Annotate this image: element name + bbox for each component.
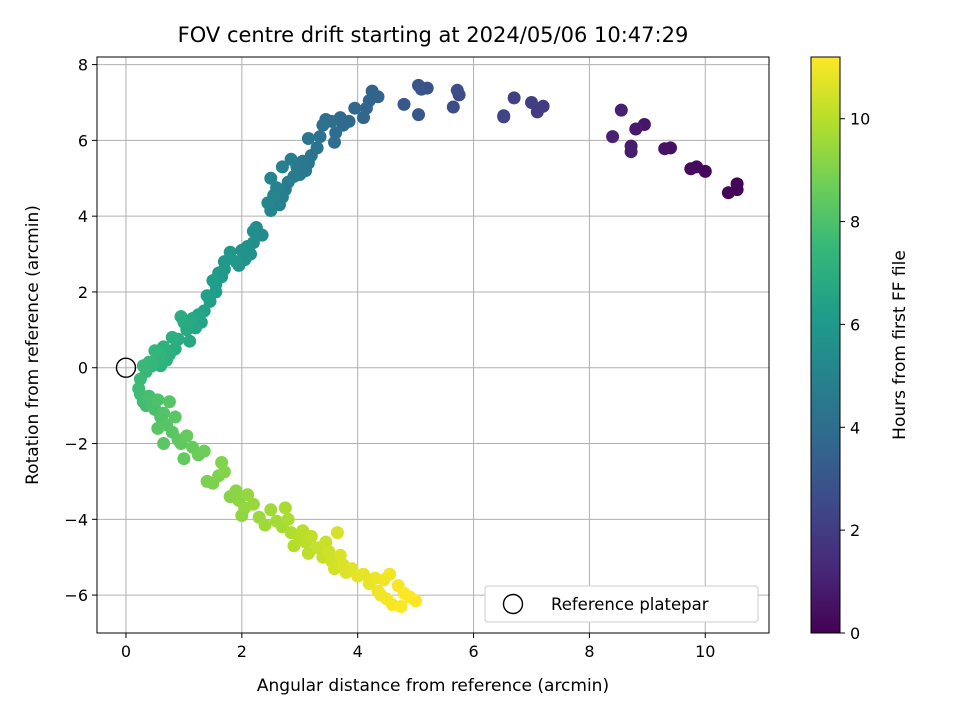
data-point — [330, 526, 344, 540]
x-tick-label: 10 — [695, 642, 715, 661]
data-point — [246, 497, 260, 511]
data-point — [264, 503, 278, 517]
colorbar-label: Hours from first FF file — [890, 250, 910, 440]
plot-frame — [96, 56, 770, 634]
reference-marker — [115, 357, 137, 378]
data-point — [261, 196, 275, 210]
colorbar-tick-label: 10 — [850, 110, 870, 129]
data-point — [180, 429, 194, 443]
data-point — [329, 126, 343, 140]
y-tick-label: 4 — [78, 207, 88, 226]
data-point — [281, 512, 295, 526]
data-point — [264, 171, 278, 185]
data-point — [183, 334, 197, 348]
data-point — [151, 393, 165, 407]
data-point — [446, 100, 460, 114]
colorbar-tick-label: 8 — [850, 213, 860, 232]
data-point — [383, 567, 397, 581]
chart-title: FOV centre drift starting at 2024/05/06 … — [178, 23, 689, 47]
data-point — [658, 142, 672, 156]
data-point — [284, 152, 298, 166]
data-point — [151, 421, 165, 435]
x-tick-label: 0 — [121, 642, 131, 661]
legend-label: Reference platepar — [551, 595, 709, 614]
data-points — [132, 78, 744, 613]
data-point — [304, 529, 318, 543]
data-point — [157, 437, 171, 450]
data-point — [357, 111, 370, 125]
y-axis-label: Rotation from reference (arcmin) — [23, 205, 43, 485]
y-axis-ticks: −6 −4 −2 0 2 4 6 8 — [64, 56, 97, 605]
data-point — [278, 501, 292, 515]
legend-box — [484, 585, 759, 623]
data-point — [624, 145, 638, 159]
x-tick-label: 2 — [237, 642, 247, 661]
y-tick-label: 6 — [78, 131, 88, 150]
x-tick-label: 8 — [584, 642, 594, 661]
data-point — [301, 132, 315, 145]
data-point — [177, 452, 191, 466]
data-point — [275, 160, 289, 174]
data-point — [217, 255, 231, 269]
data-point — [412, 108, 425, 122]
data-point — [507, 91, 521, 105]
y-tick-label: 8 — [78, 56, 88, 75]
x-tick-label: 4 — [353, 642, 363, 661]
data-point — [530, 105, 544, 119]
x-axis-label: Angular distance from reference (arcmin) — [257, 676, 609, 696]
data-point — [168, 410, 182, 424]
data-point — [450, 83, 464, 97]
data-point — [394, 600, 408, 613]
data-point — [328, 135, 341, 149]
data-point — [497, 110, 511, 124]
data-point — [229, 255, 243, 269]
x-tick-label: 6 — [468, 642, 478, 661]
data-point — [157, 406, 171, 420]
y-tick-label: 2 — [78, 283, 88, 302]
y-tick-label: −2 — [64, 435, 88, 454]
data-point — [162, 395, 176, 409]
y-tick-label: −6 — [64, 586, 88, 605]
colorbar — [810, 56, 841, 634]
y-tick-label: 0 — [78, 359, 88, 378]
colorbar-tick-label: 0 — [850, 624, 860, 643]
y-tick-label: −4 — [64, 510, 88, 529]
data-point — [374, 588, 388, 602]
data-point — [174, 310, 188, 324]
data-point — [246, 224, 260, 238]
reference-platepar-marker — [115, 357, 137, 378]
data-point — [721, 186, 735, 200]
data-point — [258, 518, 272, 532]
data-point — [206, 274, 220, 288]
legend: Reference platepar — [484, 585, 759, 623]
colorbar-tick-label: 2 — [850, 521, 860, 540]
data-point — [629, 122, 643, 136]
data-point — [606, 130, 620, 144]
x-axis-ticks: 0 2 4 6 8 10 — [121, 633, 715, 661]
data-point — [223, 245, 237, 259]
data-point — [241, 488, 255, 502]
data-point — [684, 162, 698, 176]
data-point — [348, 101, 362, 115]
data-point — [316, 118, 330, 132]
data-point — [200, 289, 214, 303]
data-point — [397, 97, 411, 111]
colorbar-ticks: 0 2 4 6 8 10 — [840, 110, 870, 643]
data-point — [148, 344, 162, 358]
data-point — [197, 444, 211, 458]
data-point — [614, 103, 628, 117]
data-point — [136, 359, 150, 373]
data-point — [235, 243, 249, 257]
data-point — [409, 594, 423, 608]
colorbar-tick-label: 6 — [850, 315, 860, 334]
legend-marker-icon — [502, 593, 524, 615]
data-point — [357, 567, 370, 581]
data-point — [217, 465, 231, 479]
data-point — [165, 330, 179, 344]
colorbar-tick-label: 4 — [850, 418, 860, 437]
data-point — [525, 96, 538, 109]
data-point — [412, 78, 425, 92]
data-point — [313, 130, 327, 144]
